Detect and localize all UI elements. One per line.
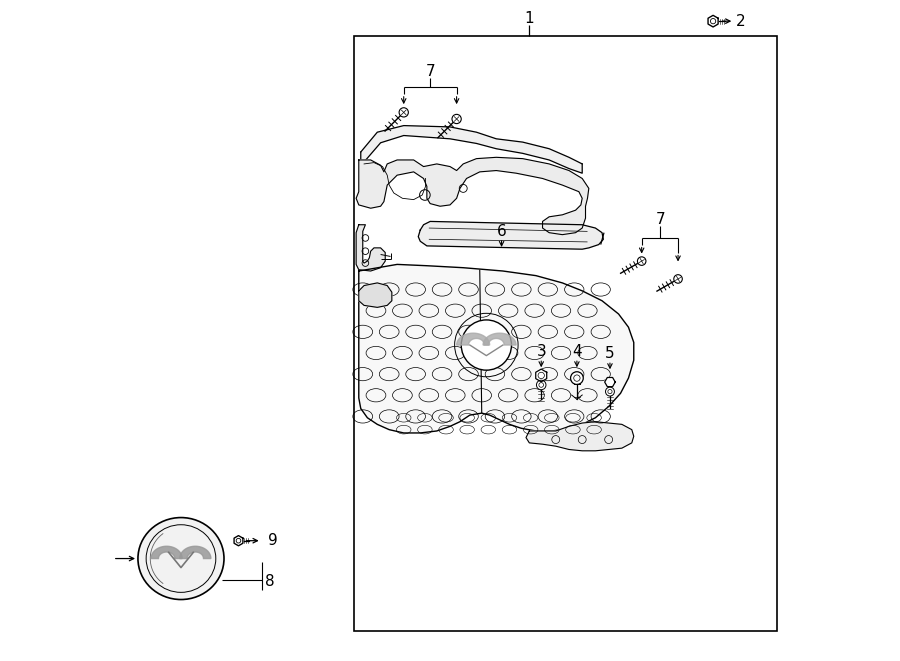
Polygon shape — [151, 546, 182, 559]
Circle shape — [637, 257, 646, 265]
Text: 6: 6 — [497, 224, 507, 239]
Polygon shape — [234, 535, 243, 546]
Circle shape — [399, 108, 409, 117]
Text: 3: 3 — [536, 344, 546, 359]
Polygon shape — [456, 333, 490, 345]
Circle shape — [606, 387, 615, 396]
Polygon shape — [359, 283, 392, 307]
Polygon shape — [536, 369, 546, 382]
Text: 1: 1 — [525, 11, 534, 26]
Text: 4: 4 — [572, 344, 581, 359]
Circle shape — [452, 114, 461, 124]
Circle shape — [571, 371, 583, 385]
Text: 9: 9 — [268, 533, 278, 548]
Polygon shape — [708, 15, 718, 27]
Polygon shape — [359, 264, 634, 433]
Polygon shape — [526, 422, 634, 451]
Polygon shape — [356, 225, 385, 271]
Text: 7: 7 — [426, 64, 435, 79]
Polygon shape — [356, 157, 589, 235]
Polygon shape — [605, 377, 616, 387]
Polygon shape — [483, 333, 516, 345]
Polygon shape — [361, 126, 582, 173]
Text: 7: 7 — [655, 212, 665, 227]
Circle shape — [536, 380, 546, 390]
Text: 2: 2 — [736, 14, 746, 28]
Bar — [355, 36, 778, 631]
Polygon shape — [180, 546, 211, 559]
Text: 5: 5 — [605, 346, 615, 361]
Ellipse shape — [138, 518, 224, 600]
Text: 8: 8 — [266, 574, 275, 589]
Polygon shape — [418, 221, 603, 249]
Circle shape — [674, 275, 682, 283]
Circle shape — [461, 320, 511, 370]
